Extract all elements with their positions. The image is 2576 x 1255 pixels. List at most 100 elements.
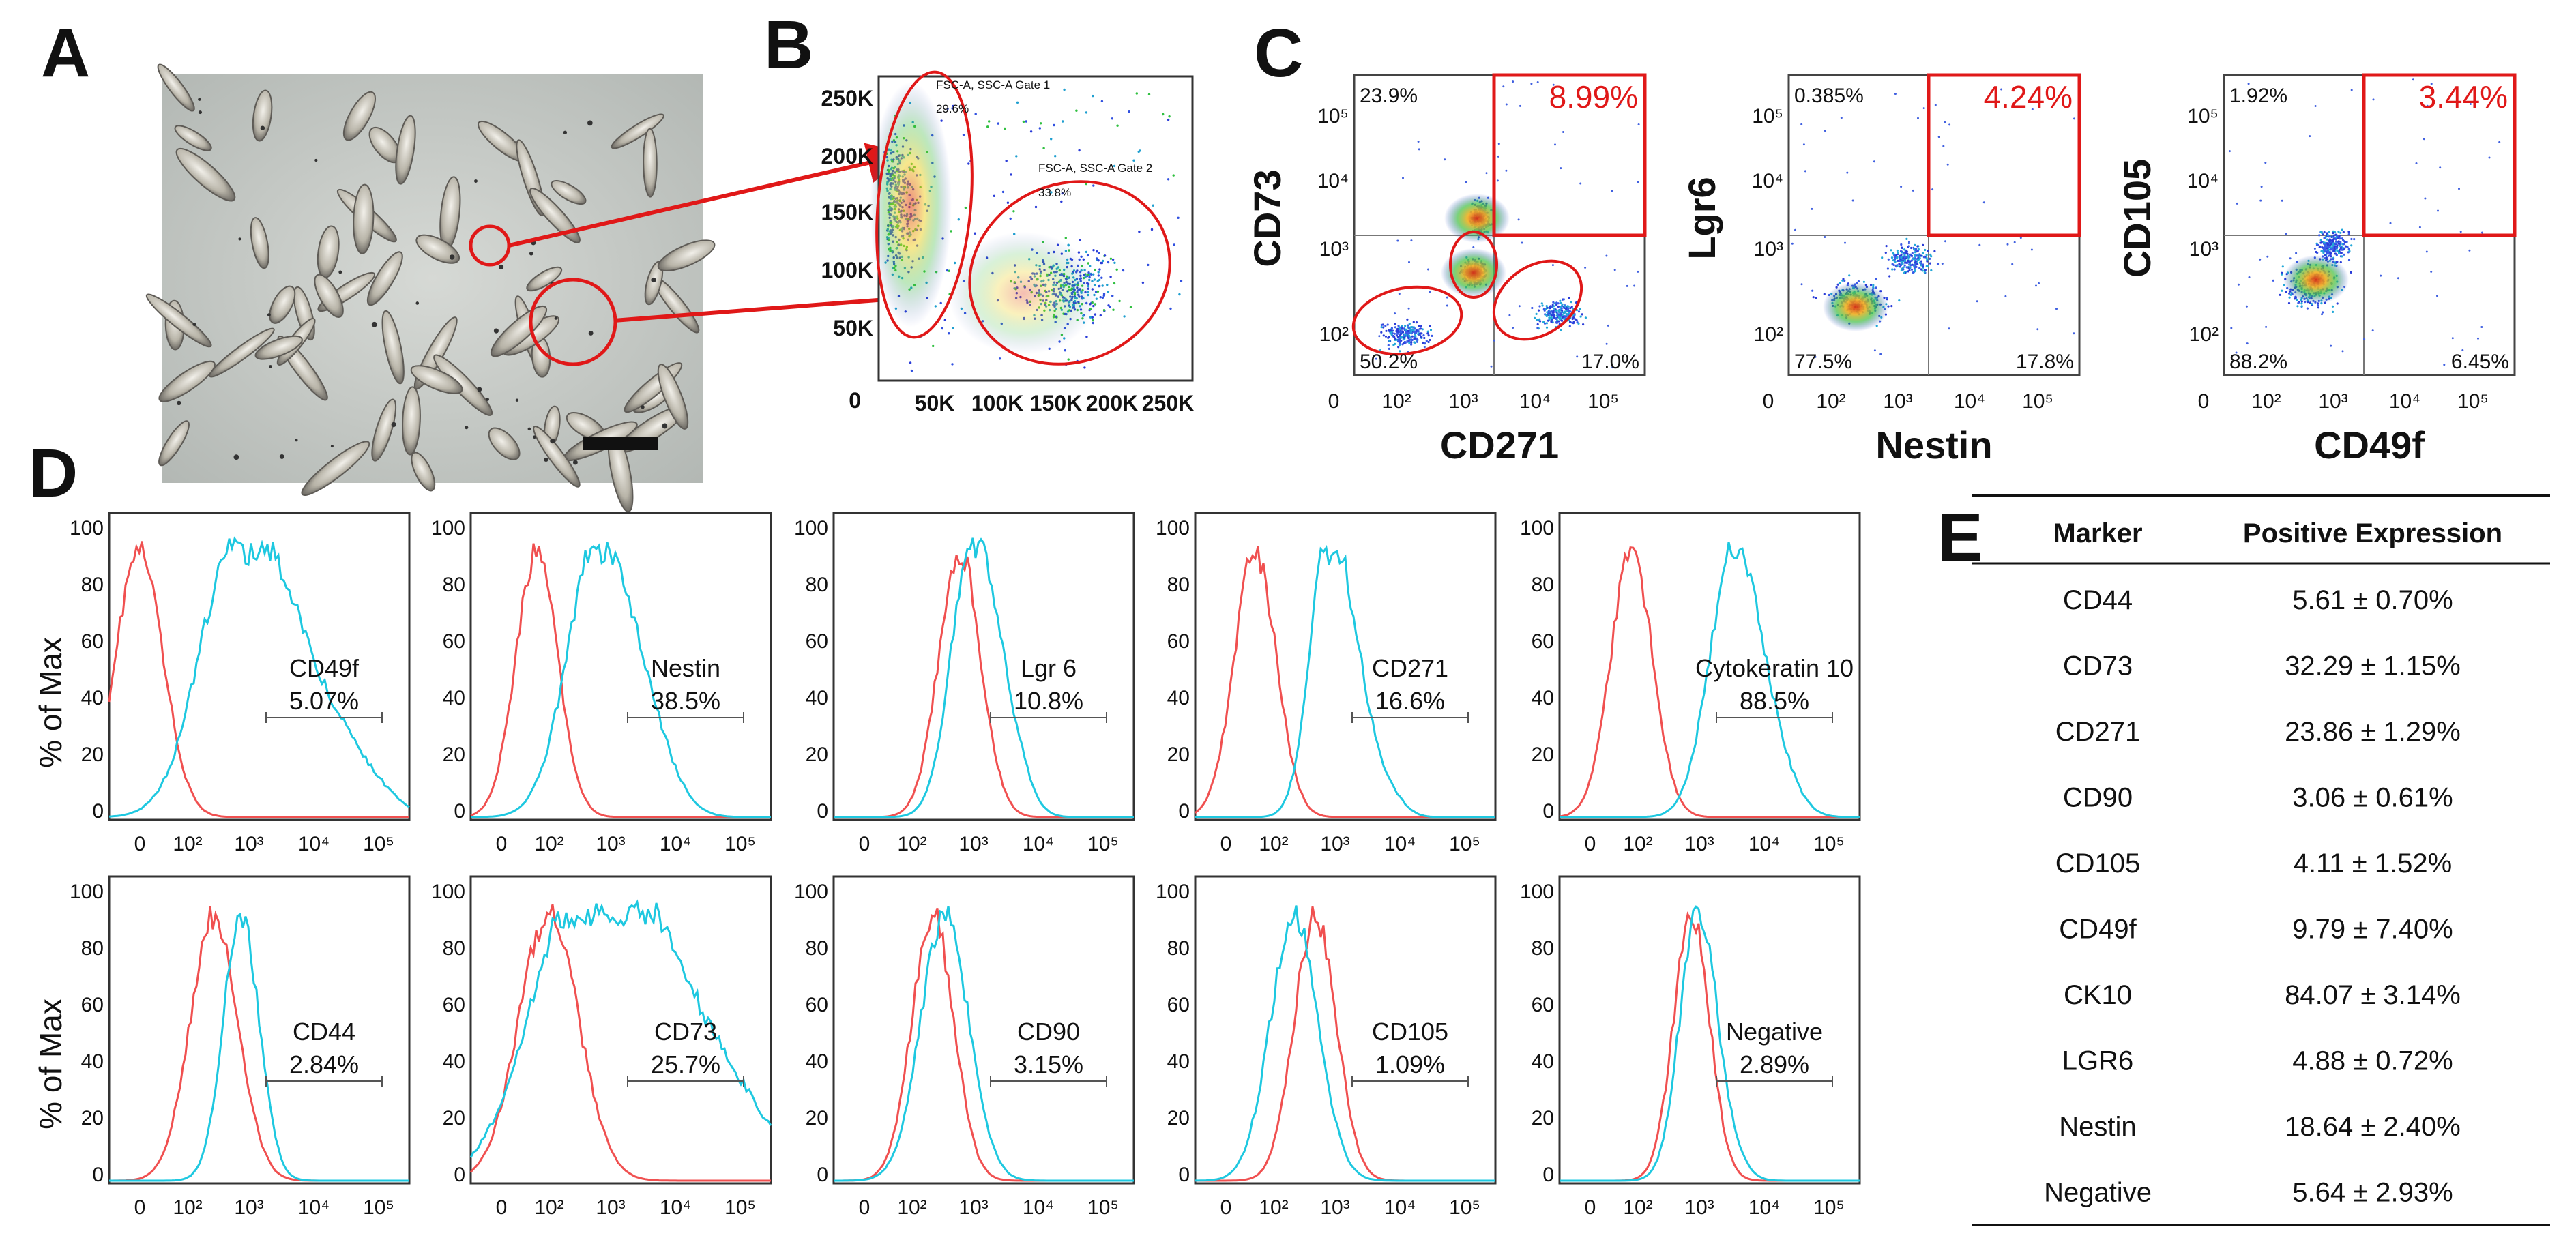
scatter-event: [2323, 241, 2326, 244]
scatter-event: [1894, 260, 1897, 263]
scatter-event: [1903, 264, 1906, 267]
scatter-event: [2013, 241, 2016, 243]
stained-histogram-curve: [1560, 542, 1860, 818]
y-tick: 10³: [1754, 238, 1783, 261]
scatter-event: [1408, 335, 1411, 338]
scatter-event: [1547, 319, 1549, 322]
y-tick: 80: [81, 574, 104, 596]
table-cell-expression: 5.64 ± 2.93%: [2292, 1178, 2453, 1208]
histogram-frame: [832, 875, 1135, 1185]
x-tick: 10³: [1320, 1196, 1349, 1219]
y-tick: 10⁴: [1752, 170, 1783, 192]
scatter-event: [2350, 237, 2353, 241]
scatter-event: [1901, 263, 1904, 265]
scatter-event: [1010, 173, 1012, 176]
histogram-row1-1: CD49f 5.07% 100 80 60 40 20 0 0 10² 10³ 10⁴ 10⁵: [70, 512, 411, 855]
scatter-event: [1427, 334, 1430, 337]
scatter-event: [1915, 248, 1918, 250]
scatter-event: [1814, 355, 1817, 358]
b-xtick: 150K: [1030, 391, 1083, 415]
scatter-event: [1912, 246, 1915, 249]
scatter-event: [1561, 314, 1564, 317]
scatter-event: [1389, 332, 1392, 335]
scatter-event: [1607, 324, 1609, 327]
scatter-event: [993, 194, 996, 197]
scatter-event: [1029, 130, 1033, 133]
scatter-event: [1396, 329, 1400, 332]
scatter-event: [1566, 305, 1569, 308]
x-tick: 10⁴: [1023, 833, 1054, 855]
scatter-event: [1425, 340, 1428, 342]
scatter-event: [1568, 321, 1572, 323]
x-tick: 10⁵: [1087, 1196, 1119, 1219]
y-tick: 60: [1167, 630, 1190, 653]
scatter-event: [932, 344, 935, 348]
scatter-event: [1579, 182, 1582, 185]
quadrant-lower-right: 17.0%: [1581, 351, 1639, 373]
scatter-event: [1135, 92, 1139, 95]
cell-particle: [301, 441, 370, 497]
y-tick: 100: [431, 517, 465, 540]
x-tick: 0: [134, 833, 146, 855]
scatter-event: [1005, 160, 1008, 162]
y-tick: 0: [1542, 1164, 1554, 1186]
scatter-event: [2321, 313, 2323, 316]
positive-gate-bar: [990, 1076, 1107, 1087]
scatter-event: [1922, 256, 1925, 259]
histogram-frame: [1194, 875, 1497, 1185]
scatter-event: [948, 269, 951, 272]
y-tick: 40: [1532, 687, 1554, 709]
y-tick: 40: [1532, 1050, 1554, 1073]
scatter-event: [1092, 184, 1095, 187]
x-tick: 0: [2198, 390, 2210, 413]
cell-particle: [611, 113, 664, 149]
x-tick: 10⁴: [1954, 390, 1985, 413]
scatter-event: [2347, 248, 2350, 250]
scatter-event: [2347, 231, 2350, 233]
y-tick: 10²: [2189, 323, 2219, 346]
x-tick: 10²: [1623, 1196, 1652, 1219]
scatter-event: [1384, 325, 1387, 327]
scatter-event: [1558, 311, 1561, 314]
histogram-percent: 2.89%: [1740, 1050, 1809, 1078]
scatter-event: [1920, 264, 1923, 267]
scatter-event: [1920, 260, 1922, 263]
histogram-row1-5: Cytokeratin 10 88.5% 100 80 60 40 20 0 0 10² 10³ 10…: [1520, 512, 1861, 855]
y-tick: 60: [806, 994, 828, 1016]
scatter-event: [1895, 265, 1898, 268]
debris-dot: [371, 321, 377, 327]
scatter-event: [1936, 263, 1940, 265]
scatter-event: [1905, 252, 1907, 254]
scatter-event: [1006, 201, 1010, 204]
y-tick: 0: [454, 1164, 465, 1186]
scatter-event: [1925, 254, 1928, 256]
scatter-event: [2326, 247, 2328, 250]
debris-dot: [515, 398, 519, 402]
scatter-event: [1097, 259, 1100, 262]
histogram-marker-label: Nestin: [651, 654, 720, 682]
scatter-event: [1542, 321, 1545, 323]
scatter-event: [1403, 333, 1406, 336]
scatter-event: [1944, 240, 1946, 243]
scatter-event: [1885, 245, 1888, 248]
debris-dot: [486, 398, 489, 401]
scatter-event: [2353, 238, 2356, 241]
scatter-event: [2326, 238, 2328, 241]
debris-dot: [554, 316, 558, 320]
scatter-event: [1422, 341, 1424, 344]
scatter-event: [1465, 181, 1467, 183]
scatter-event: [1015, 155, 1018, 158]
scatter-event: [1399, 334, 1402, 336]
scatter-event: [1101, 296, 1104, 299]
scatter-event: [1914, 251, 1917, 254]
cell-particle: [158, 360, 216, 402]
table-cell-expression: 4.11 ± 1.52%: [2294, 848, 2452, 878]
scatter-event: [2319, 231, 2322, 233]
positive-gate-bar: [1351, 712, 1469, 723]
scatter-event: [1539, 320, 1542, 323]
arrow-to-gate1: [508, 143, 909, 248]
scatter-event: [1378, 335, 1381, 338]
y-tick: 40: [81, 687, 104, 709]
b-ytick: 50K: [833, 316, 873, 340]
scatter-event: [1412, 329, 1415, 331]
